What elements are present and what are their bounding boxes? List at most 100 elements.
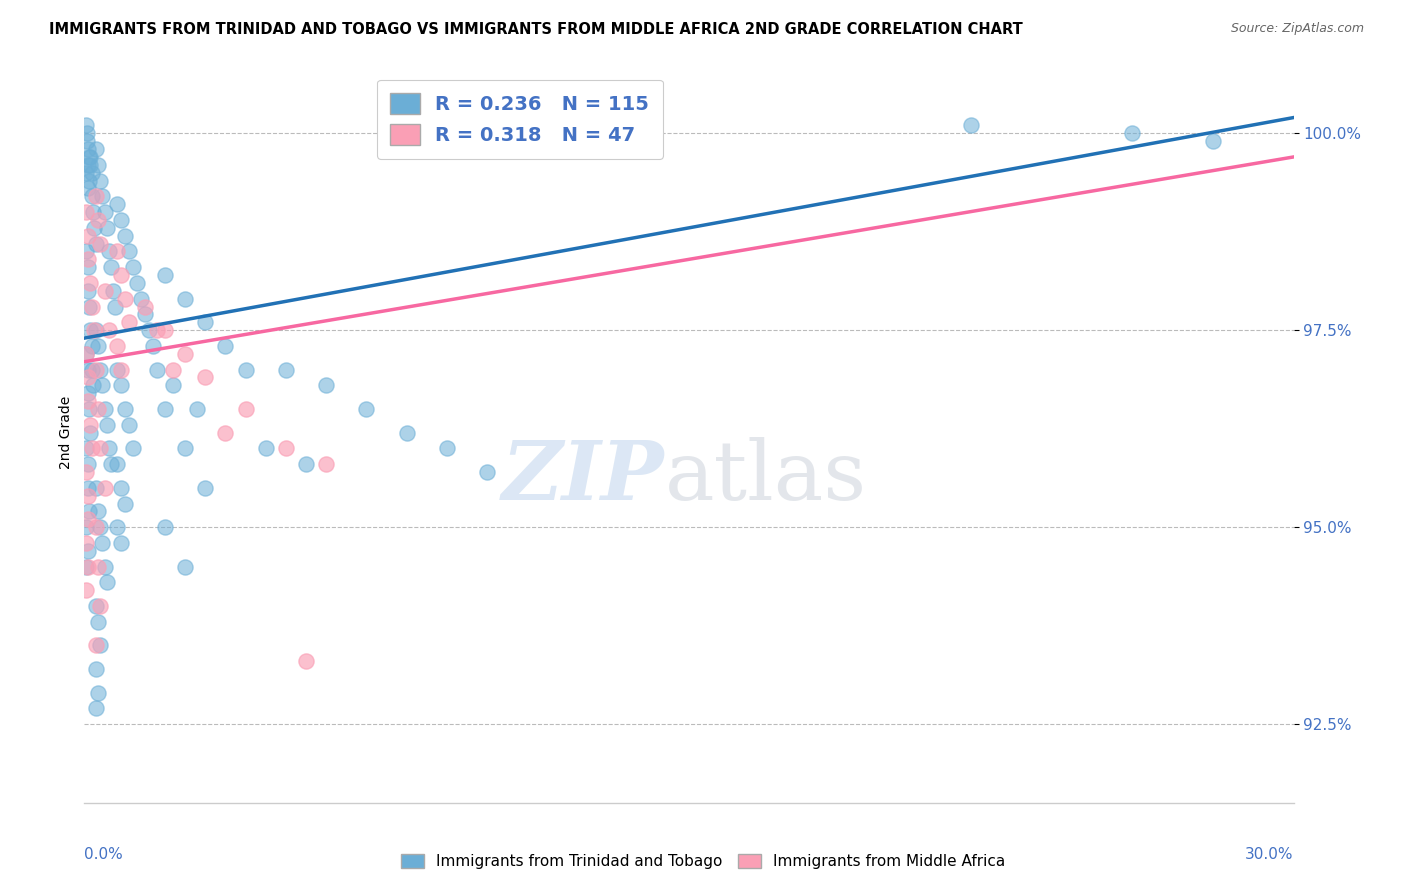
Point <box>162 362 184 376</box>
Point <box>77 300 100 314</box>
Point <box>254 442 277 456</box>
Point <box>86 481 108 495</box>
Point <box>105 362 128 376</box>
Point <box>87 504 110 518</box>
Point <box>79 417 101 432</box>
Point <box>75 347 97 361</box>
Point <box>75 583 97 598</box>
Point <box>75 205 97 219</box>
Point <box>100 457 122 471</box>
Point <box>76 126 98 140</box>
Point <box>174 559 197 574</box>
Point <box>79 323 101 337</box>
Point <box>105 244 128 259</box>
Point <box>87 559 110 574</box>
Point <box>83 220 105 235</box>
Point <box>129 292 152 306</box>
Point <box>77 142 100 156</box>
Point <box>105 520 128 534</box>
Point <box>96 575 118 590</box>
Point <box>76 543 98 558</box>
Point <box>214 339 236 353</box>
Point <box>89 520 111 534</box>
Point <box>93 284 115 298</box>
Point <box>86 662 108 676</box>
Point <box>186 402 208 417</box>
Point <box>138 323 160 337</box>
Point <box>87 685 110 699</box>
Point <box>75 244 97 259</box>
Point <box>77 512 100 526</box>
Point <box>194 315 217 329</box>
Y-axis label: 2nd Grade: 2nd Grade <box>59 396 73 469</box>
Point <box>295 457 318 471</box>
Point <box>1202 134 1225 148</box>
Point <box>89 236 111 251</box>
Point <box>110 362 132 376</box>
Point <box>153 323 176 337</box>
Point <box>105 339 128 353</box>
Point <box>83 323 105 337</box>
Point <box>75 166 97 180</box>
Point <box>82 189 104 203</box>
Point <box>76 362 98 376</box>
Point <box>235 402 257 417</box>
Point <box>79 425 101 440</box>
Point <box>77 173 100 187</box>
Point <box>87 339 110 353</box>
Point <box>118 315 141 329</box>
Point <box>86 701 108 715</box>
Point <box>97 244 120 259</box>
Point <box>82 442 104 456</box>
Point <box>118 417 141 432</box>
Point <box>82 362 104 376</box>
Point <box>100 260 122 275</box>
Point <box>75 347 97 361</box>
Point <box>146 323 169 337</box>
Point <box>153 520 176 534</box>
Point <box>153 402 176 417</box>
Point <box>79 150 101 164</box>
Point <box>82 378 104 392</box>
Point <box>93 402 115 417</box>
Point <box>86 520 108 534</box>
Point <box>82 205 104 219</box>
Point <box>174 442 197 456</box>
Point <box>121 260 143 275</box>
Legend: Immigrants from Trinidad and Tobago, Immigrants from Middle Africa: Immigrants from Trinidad and Tobago, Imm… <box>395 847 1011 875</box>
Point <box>87 402 110 417</box>
Point <box>91 189 114 203</box>
Point <box>76 228 98 243</box>
Point <box>77 402 100 417</box>
Point <box>75 520 97 534</box>
Point <box>76 489 98 503</box>
Point <box>89 173 111 187</box>
Point <box>87 158 110 172</box>
Point <box>395 425 418 440</box>
Point <box>315 378 337 392</box>
Point <box>77 158 100 172</box>
Point <box>96 220 118 235</box>
Point <box>110 213 132 227</box>
Point <box>110 536 132 550</box>
Point <box>86 189 108 203</box>
Point <box>114 402 136 417</box>
Point <box>114 496 136 510</box>
Point <box>87 615 110 629</box>
Point <box>162 378 184 392</box>
Point <box>76 181 98 195</box>
Point <box>80 166 103 180</box>
Point <box>110 268 132 282</box>
Point <box>274 442 297 456</box>
Point <box>214 425 236 440</box>
Point <box>75 442 97 456</box>
Text: 30.0%: 30.0% <box>1246 847 1294 863</box>
Point <box>77 150 100 164</box>
Point <box>960 119 983 133</box>
Point <box>105 197 128 211</box>
Point <box>77 386 100 401</box>
Point <box>153 268 176 282</box>
Point <box>97 442 120 456</box>
Point <box>134 300 156 314</box>
Point <box>79 158 101 172</box>
